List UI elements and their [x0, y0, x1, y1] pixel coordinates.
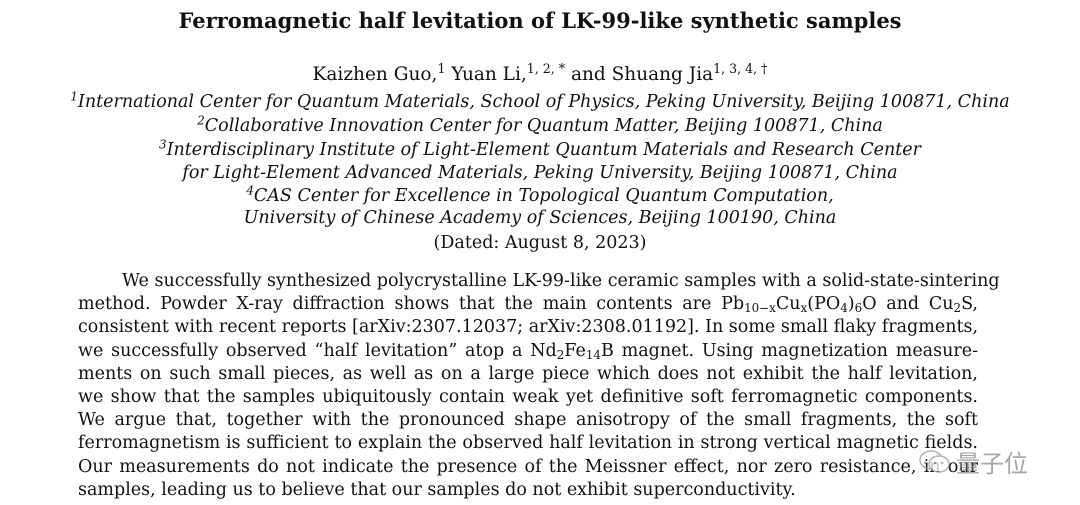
abstract-text: B magnet. Using magnetization measure-: [600, 340, 978, 361]
abstract-text: consistent with recent reports [arXiv:23…: [78, 317, 979, 338]
affiliation-line: University of Chinese Academy of Science…: [0, 208, 1080, 228]
paper-title: Ferromagnetic half levitation of LK-99-l…: [178, 8, 902, 33]
affiliation-text: International Center for Quantum Materia…: [77, 92, 1010, 112]
abstract-text: O and Cu: [862, 294, 954, 315]
abstract-line: Our measurements do not indicate the pre…: [78, 456, 978, 479]
affiliation-supscript: 2: [197, 113, 205, 128]
affiliation-line: for Light-Element Advanced Materials, Pe…: [0, 163, 1080, 183]
abstract-subscript: 6: [854, 301, 863, 316]
author-supscript: 1: [437, 61, 446, 77]
abstract-subscript: 14: [585, 347, 601, 362]
affiliation-line: 2Collaborative Innovation Center for Qua…: [0, 113, 1080, 136]
abstract-line: we successfully observed “half levitatio…: [78, 340, 978, 363]
abstract-line: consistent with recent reports [arXiv:23…: [78, 316, 978, 339]
abstract-text: Cu: [775, 294, 801, 315]
affiliation-line: 3Interdisciplinary Institute of Light-El…: [0, 137, 1080, 160]
author-supscript: 1, 2, *: [526, 61, 566, 77]
abstract-line: we show that the samples ubiquitously co…: [78, 386, 978, 409]
date-line: (Dated: August 8, 2023): [433, 233, 647, 253]
abstract: We successfully synthesized polycrystall…: [78, 270, 1000, 502]
abstract-text: S,: [961, 294, 978, 315]
abstract-text: Our measurements do not indicate the pre…: [78, 456, 978, 477]
author-supscript: 1, 3, 4, †: [713, 61, 768, 77]
abstract-text: ferromagnetism is sufficient to explain …: [78, 433, 978, 454]
affiliation-text: CAS Center for Excellence in Topological…: [253, 186, 834, 206]
abstract-subscript: 4: [840, 301, 848, 316]
abstract-line: We successfully synthesized polycrystall…: [78, 270, 1000, 293]
affiliation-text: University of Chinese Academy of Science…: [243, 208, 837, 228]
author-list: Kaizhen Guo,1 Yuan Li,1, 2, * and Shuang…: [0, 61, 1080, 85]
affiliation-text: Interdisciplinary Institute of Light-Ele…: [166, 140, 922, 160]
affiliation-text: Collaborative Innovation Center for Quan…: [204, 116, 883, 136]
abstract-text: Fe: [564, 340, 586, 361]
abstract-subscript: x: [800, 301, 808, 316]
wechat-icon: [919, 449, 950, 473]
abstract-line: We argue that, together with the pronoun…: [78, 409, 978, 432]
abstract-subscript: 2: [556, 347, 565, 362]
affiliation-line: 4CAS Center for Excellence in Topologica…: [0, 183, 1080, 206]
abstract-line: ferromagnetism is sufficient to explain …: [78, 432, 978, 455]
affiliation-supscript: 1: [70, 89, 78, 104]
abstract-line: method. Powder X-ray diffraction shows t…: [78, 293, 978, 316]
abstract-text: (PO: [807, 294, 841, 315]
affiliation-line: 1International Center for Quantum Materi…: [0, 89, 1080, 112]
abstract-subscript: 10−x: [744, 301, 776, 316]
watermark-text: 量子位: [956, 450, 1028, 478]
affiliation-text: for Light-Element Advanced Materials, Pe…: [182, 163, 898, 183]
abstract-line: ments on such small pieces, as well as o…: [78, 363, 978, 386]
author-text: Kaizhen Guo,: [312, 64, 438, 85]
abstract-subscript: 2: [953, 301, 962, 316]
watermark: 量子位: [918, 444, 1028, 479]
abstract-text: we successfully observed “half levitatio…: [78, 340, 557, 361]
abstract-text: method. Powder X-ray diffraction shows t…: [78, 294, 745, 315]
abstract-text: samples, leading us to believe that our …: [78, 479, 796, 500]
abstract-line: samples, leading us to believe that our …: [78, 479, 978, 502]
abstract-text: ): [847, 294, 855, 315]
abstract-text: we show that the samples ubiquitously co…: [78, 386, 978, 407]
abstract-text: We argue that, together with the pronoun…: [78, 410, 978, 431]
author-text: Yuan Li,: [445, 64, 527, 85]
affiliation-supscript: 4: [246, 183, 254, 198]
abstract-text: We successfully synthesized polycrystall…: [122, 271, 1000, 291]
affiliation-supscript: 3: [158, 137, 167, 152]
author-text: and Shuang Jia: [565, 64, 714, 85]
abstract-text: ments on such small pieces, as well as o…: [78, 363, 978, 384]
